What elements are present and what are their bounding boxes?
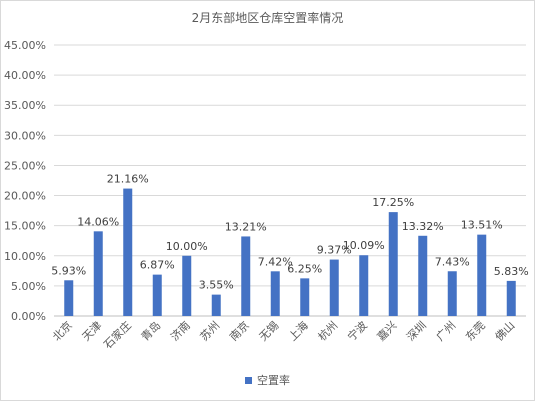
bar	[211, 294, 221, 316]
bar	[418, 235, 428, 316]
legend-label: 空置率	[257, 374, 290, 387]
data-label: 9.37%	[317, 244, 352, 257]
x-tick-label: 无锡	[256, 318, 281, 343]
y-tick-label: 30.00%	[4, 129, 46, 142]
y-tick-label: 35.00%	[4, 99, 46, 112]
data-label: 5.93%	[51, 264, 86, 277]
data-label: 3.55%	[199, 279, 234, 292]
data-label: 13.51%	[461, 219, 503, 232]
x-tick-label: 宁波	[344, 318, 369, 343]
data-label: 10.09%	[343, 239, 385, 252]
data-label: 7.43%	[435, 255, 470, 268]
bar	[123, 188, 133, 316]
y-tick-label: 25.00%	[4, 159, 46, 172]
y-tick-label: 10.00%	[4, 250, 46, 263]
data-label: 10.00%	[166, 240, 208, 253]
bar	[477, 234, 487, 316]
y-tick-label: 15.00%	[4, 220, 46, 233]
bar	[182, 255, 192, 316]
data-label: 14.06%	[77, 215, 119, 228]
bar	[329, 259, 339, 316]
x-tick-label: 济南	[167, 318, 192, 343]
x-tick-label: 东莞	[463, 319, 488, 344]
chart-title: 2月东部地区仓库空置率情况	[191, 11, 344, 25]
x-tick-label: 青岛	[138, 318, 163, 343]
y-tick-label: 20.00%	[4, 190, 46, 203]
bar	[506, 280, 516, 316]
data-label: 13.21%	[225, 220, 267, 233]
x-tick-label: 苏州	[198, 319, 223, 344]
y-tick-label: 45.00%	[4, 39, 46, 52]
x-tick-label: 天津	[80, 319, 105, 344]
y-tick-label: 5.00%	[11, 280, 46, 293]
bar	[359, 255, 369, 316]
bar	[388, 212, 398, 316]
x-tick-label: 上海	[285, 318, 310, 343]
x-tick-label: 石家庄	[101, 318, 134, 351]
x-tick-label: 南京	[226, 318, 251, 343]
data-label: 6.87%	[140, 259, 175, 272]
data-label: 6.25%	[287, 262, 322, 275]
data-label: 13.32%	[402, 220, 444, 233]
x-tick-label: 嘉兴	[374, 318, 399, 343]
bar	[300, 278, 310, 316]
bar	[93, 231, 103, 316]
x-tick-label: 北京	[49, 318, 74, 343]
y-tick-label: 40.00%	[4, 69, 46, 82]
x-tick-label: 佛山	[493, 319, 518, 344]
bar	[64, 280, 74, 316]
data-label: 7.42%	[258, 255, 293, 268]
x-tick-label: 广州	[434, 319, 459, 344]
x-tick-label: 深圳	[404, 319, 429, 344]
data-label: 21.16%	[107, 173, 149, 186]
bar	[241, 236, 251, 316]
data-label: 17.25%	[372, 196, 414, 209]
y-tick-label: 0.00%	[11, 310, 46, 323]
x-tick-label: 杭州	[315, 318, 340, 343]
bar	[152, 274, 162, 316]
legend: 空置率	[1, 372, 534, 388]
bar	[270, 271, 280, 316]
data-label: 5.83%	[494, 265, 529, 278]
bar	[447, 271, 457, 316]
legend-swatch	[245, 376, 252, 384]
